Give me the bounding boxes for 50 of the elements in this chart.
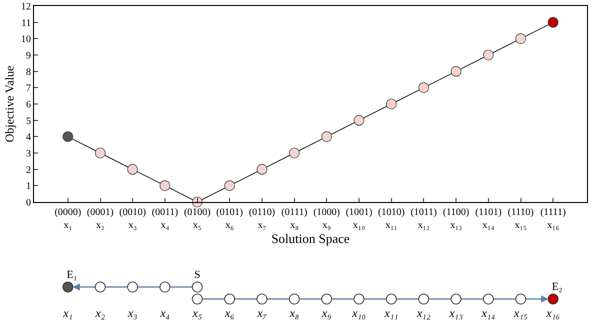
x-tick-label: (1010) x₁₁ [378, 207, 405, 231]
x-tick-label: (0110) x₇ [248, 207, 276, 231]
category-label: x₉ [320, 306, 332, 320]
y-tick-label: 2 [26, 164, 31, 176]
x-axis-title: Solution Space [271, 231, 350, 246]
y-tick-label: 9 [26, 50, 31, 62]
category-label: x₆ [224, 306, 234, 320]
y-tick-label: 5 [26, 116, 31, 127]
y-tick-label: 10 [21, 34, 31, 46]
category-label: x₁₆ [545, 306, 560, 320]
category-label: x₁₃ [448, 306, 463, 320]
x-tick-label: (1101) x₁₄ [475, 207, 502, 231]
x-tick-label: (1111) x₁₆ [540, 207, 566, 231]
x-tick-label: (1110) x₁₅ [508, 207, 534, 231]
x-tick-label: (0100) x₅ [184, 207, 211, 231]
y-tick-label: 1 [26, 181, 31, 192]
category-label: x₅ [192, 306, 202, 320]
y-tick-label: 0 [26, 198, 31, 208]
category-label: x₁₁ [384, 306, 398, 320]
x-tick-label: (1001) x₁₀ [346, 207, 372, 231]
category-label: x₃ [126, 306, 138, 320]
category-label: x₁ [62, 306, 73, 320]
x-tick-label: (0010) x₃ [119, 207, 146, 231]
x-tick-label: (0001) x₂ [86, 207, 114, 231]
x-tick-label: (1011) x₁₂ [410, 207, 437, 231]
y-axis-title: Objective Value [2, 66, 16, 142]
y-tick-label: 4 [26, 132, 31, 144]
text: S [194, 269, 200, 281]
category-label: x₁₄ [480, 306, 496, 320]
x-tick-label: (1000) x₉ [313, 207, 340, 231]
category-label: x₄ [159, 306, 170, 320]
y-tick-label: 7 [26, 83, 31, 94]
x-tick-label: (0011) x₄ [152, 207, 178, 231]
y-tick-label: 6 [26, 100, 31, 110]
x-tick-label: (0101) x₆ [216, 207, 243, 231]
category-label: x₂ [94, 306, 105, 320]
category-label: x₇ [256, 306, 267, 320]
category-label: x₁₂ [416, 306, 431, 320]
text: E₂ [552, 281, 563, 293]
x-tick-label: (0000) x₁ [54, 207, 82, 231]
y-tick-label: 3 [26, 148, 31, 160]
text: E₁ [66, 269, 78, 281]
y-tick-label: 8 [26, 66, 31, 78]
category-label: x₁₅ [512, 306, 528, 320]
x-tick-label: (0111) x₈ [281, 207, 308, 231]
category-label: x₈ [288, 306, 300, 320]
y-tick-label: 11 [21, 18, 31, 29]
y-tick-label: 12 [21, 2, 31, 12]
category-label: x₁₀ [351, 306, 366, 320]
x-tick-label: (1100) x₁₃ [442, 207, 470, 231]
